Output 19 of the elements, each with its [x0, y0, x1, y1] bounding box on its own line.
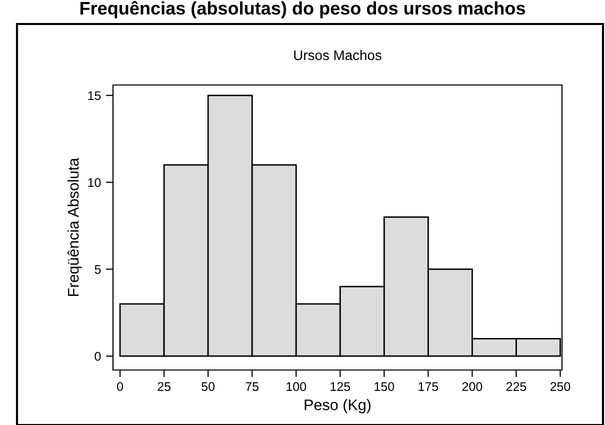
x-tick-label: 100	[286, 382, 306, 391]
x-tick-label: 150	[374, 382, 394, 391]
x-tick-label: 50	[202, 382, 215, 391]
x-tick-label: 125	[330, 382, 350, 391]
chart-title: Frequências (absolutas) do peso dos ursos machos	[80, 1, 526, 18]
x-tick-label: 225	[506, 382, 526, 391]
x-tick-label: 175	[418, 382, 438, 391]
x-tick-label: 200	[462, 382, 482, 391]
y-tick-label: 0	[94, 352, 101, 361]
y-axis-title: Freqüência Absoluta	[67, 158, 82, 296]
y-tick-label: 5	[94, 265, 101, 274]
x-axis-title: Peso (Kg)	[304, 399, 371, 414]
x-tick-label: 75	[246, 382, 259, 391]
x-tick-label: 25	[158, 382, 170, 391]
y-tick-label: 10	[88, 178, 101, 187]
chart-subtitle: Ursos Machos	[294, 50, 382, 60]
x-tick-label: 0	[117, 382, 124, 391]
x-tick-label: 250	[550, 382, 570, 391]
y-tick-label: 15	[88, 91, 101, 100]
